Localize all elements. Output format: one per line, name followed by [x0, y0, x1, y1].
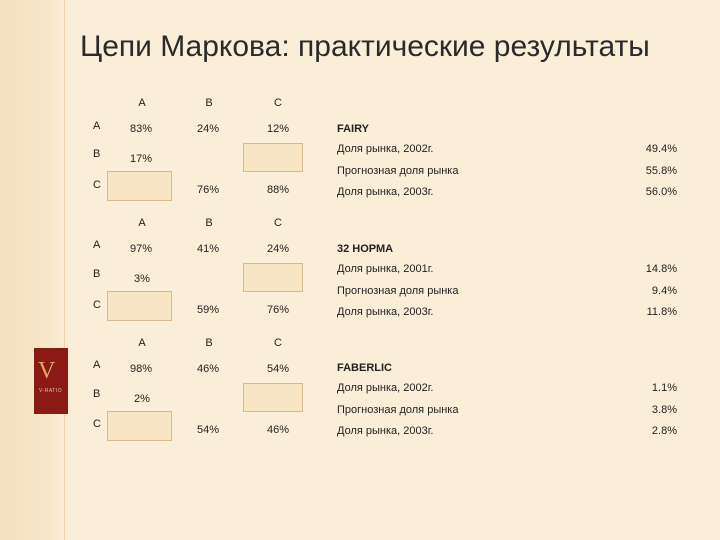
stat-label: Доля рынка, 2003г. — [337, 306, 434, 318]
cell-a-a: 97% — [130, 243, 153, 255]
col-header-b: B — [205, 97, 213, 109]
empty-cell-c-a — [107, 291, 172, 321]
empty-cell-b-c — [243, 383, 303, 412]
row-label-b: B — [93, 148, 101, 160]
brand-name: FAIRY — [337, 123, 369, 135]
stat-value: 3.8% — [651, 404, 677, 416]
cell-c-b: 76% — [197, 184, 220, 196]
stat-value: 14.8% — [645, 263, 677, 275]
stat-label: Доля рынка, 2003г. — [337, 425, 434, 437]
stat-value: 56.0% — [645, 186, 677, 198]
cell-c-c: 76% — [267, 304, 290, 316]
empty-cell-c-a — [107, 411, 172, 441]
cell-c-b: 59% — [197, 304, 220, 316]
left-band-divider — [64, 0, 65, 540]
row-label-a: A — [93, 359, 101, 371]
logo-subtext: V-RATIO — [39, 388, 63, 394]
stats-fairy: FAIRY Доля рынка, 2002г. 49.4% Прогнозна… — [337, 123, 677, 213]
col-header-a: A — [138, 337, 146, 349]
cell-b-a: 17% — [130, 153, 153, 165]
stat-value: 2.8% — [651, 425, 677, 437]
stats-faberlic: FABERLIC Доля рынка, 2002г. 1.1% Прогноз… — [337, 362, 677, 452]
brand-name: FABERLIC — [337, 362, 392, 374]
col-header-c: C — [274, 337, 282, 349]
row-label-c: C — [93, 418, 101, 430]
stat-label: Доля рынка, 2002г. — [337, 143, 434, 155]
stat-label: Доля рынка, 2003г. — [337, 186, 434, 198]
empty-cell-c-a — [107, 171, 172, 201]
stat-value: 1.1% — [651, 382, 677, 394]
brand-name: 32 НОРМА — [337, 243, 394, 255]
stat-label: Прогнозная доля рынка — [337, 404, 459, 416]
stat-value: 9.4% — [651, 285, 677, 297]
cell-a-b: 41% — [197, 243, 220, 255]
stat-label: Доля рынка, 2001г. — [337, 263, 434, 275]
stat-label: Прогнозная доля рынка — [337, 285, 459, 297]
cell-a-c: 12% — [267, 123, 290, 135]
col-header-b: B — [205, 217, 213, 229]
empty-cell-b-c — [243, 143, 303, 172]
empty-cell-b-c — [243, 263, 303, 292]
col-header-c: C — [274, 217, 282, 229]
cell-b-a: 3% — [134, 273, 150, 285]
cell-a-c: 54% — [267, 363, 290, 375]
stat-value: 49.4% — [645, 143, 677, 155]
brand-logo: V V-RATIO — [34, 348, 68, 414]
matrix-block-32-norma: A B C A B C 97% 41% 24% 3% 59% 76% — [0, 215, 720, 335]
row-label-b: B — [93, 388, 101, 400]
cell-a-b: 46% — [197, 363, 220, 375]
stat-label: Прогнозная доля рынка — [337, 165, 459, 177]
stat-label: Доля рынка, 2002г. — [337, 382, 434, 394]
cell-a-b: 24% — [197, 123, 220, 135]
page-title: Цепи Маркова: практические результаты — [80, 30, 650, 63]
cell-a-c: 24% — [267, 243, 290, 255]
col-header-a: A — [138, 97, 146, 109]
stat-value: 11.8% — [646, 306, 677, 318]
cell-a-a: 98% — [130, 363, 153, 375]
matrix-block-fairy: A B C A B C 83% 24% 12% 17% 76% 88% — [0, 95, 720, 215]
col-header-c: C — [274, 97, 282, 109]
row-label-a: A — [93, 239, 101, 251]
col-header-b: B — [205, 337, 213, 349]
stat-value: 55.8% — [645, 165, 677, 177]
logo-monogram: V — [38, 358, 56, 384]
matrix-block-faberlic: A B C A B C 98% 46% 54% 2% 54% 46% — [0, 335, 720, 455]
cell-c-c: 46% — [267, 424, 290, 436]
row-label-a: A — [93, 120, 101, 132]
col-header-a: A — [138, 217, 146, 229]
left-decorative-band — [0, 0, 68, 540]
stats-32-norma: 32 НОРМА Доля рынка, 2001г. 14.8% Прогно… — [337, 243, 677, 333]
cell-a-a: 83% — [130, 123, 153, 135]
cell-b-a: 2% — [134, 393, 150, 405]
row-label-c: C — [93, 179, 101, 191]
cell-c-c: 88% — [267, 184, 290, 196]
row-label-c: C — [93, 299, 101, 311]
cell-c-b: 54% — [197, 424, 220, 436]
row-label-b: B — [93, 268, 101, 280]
